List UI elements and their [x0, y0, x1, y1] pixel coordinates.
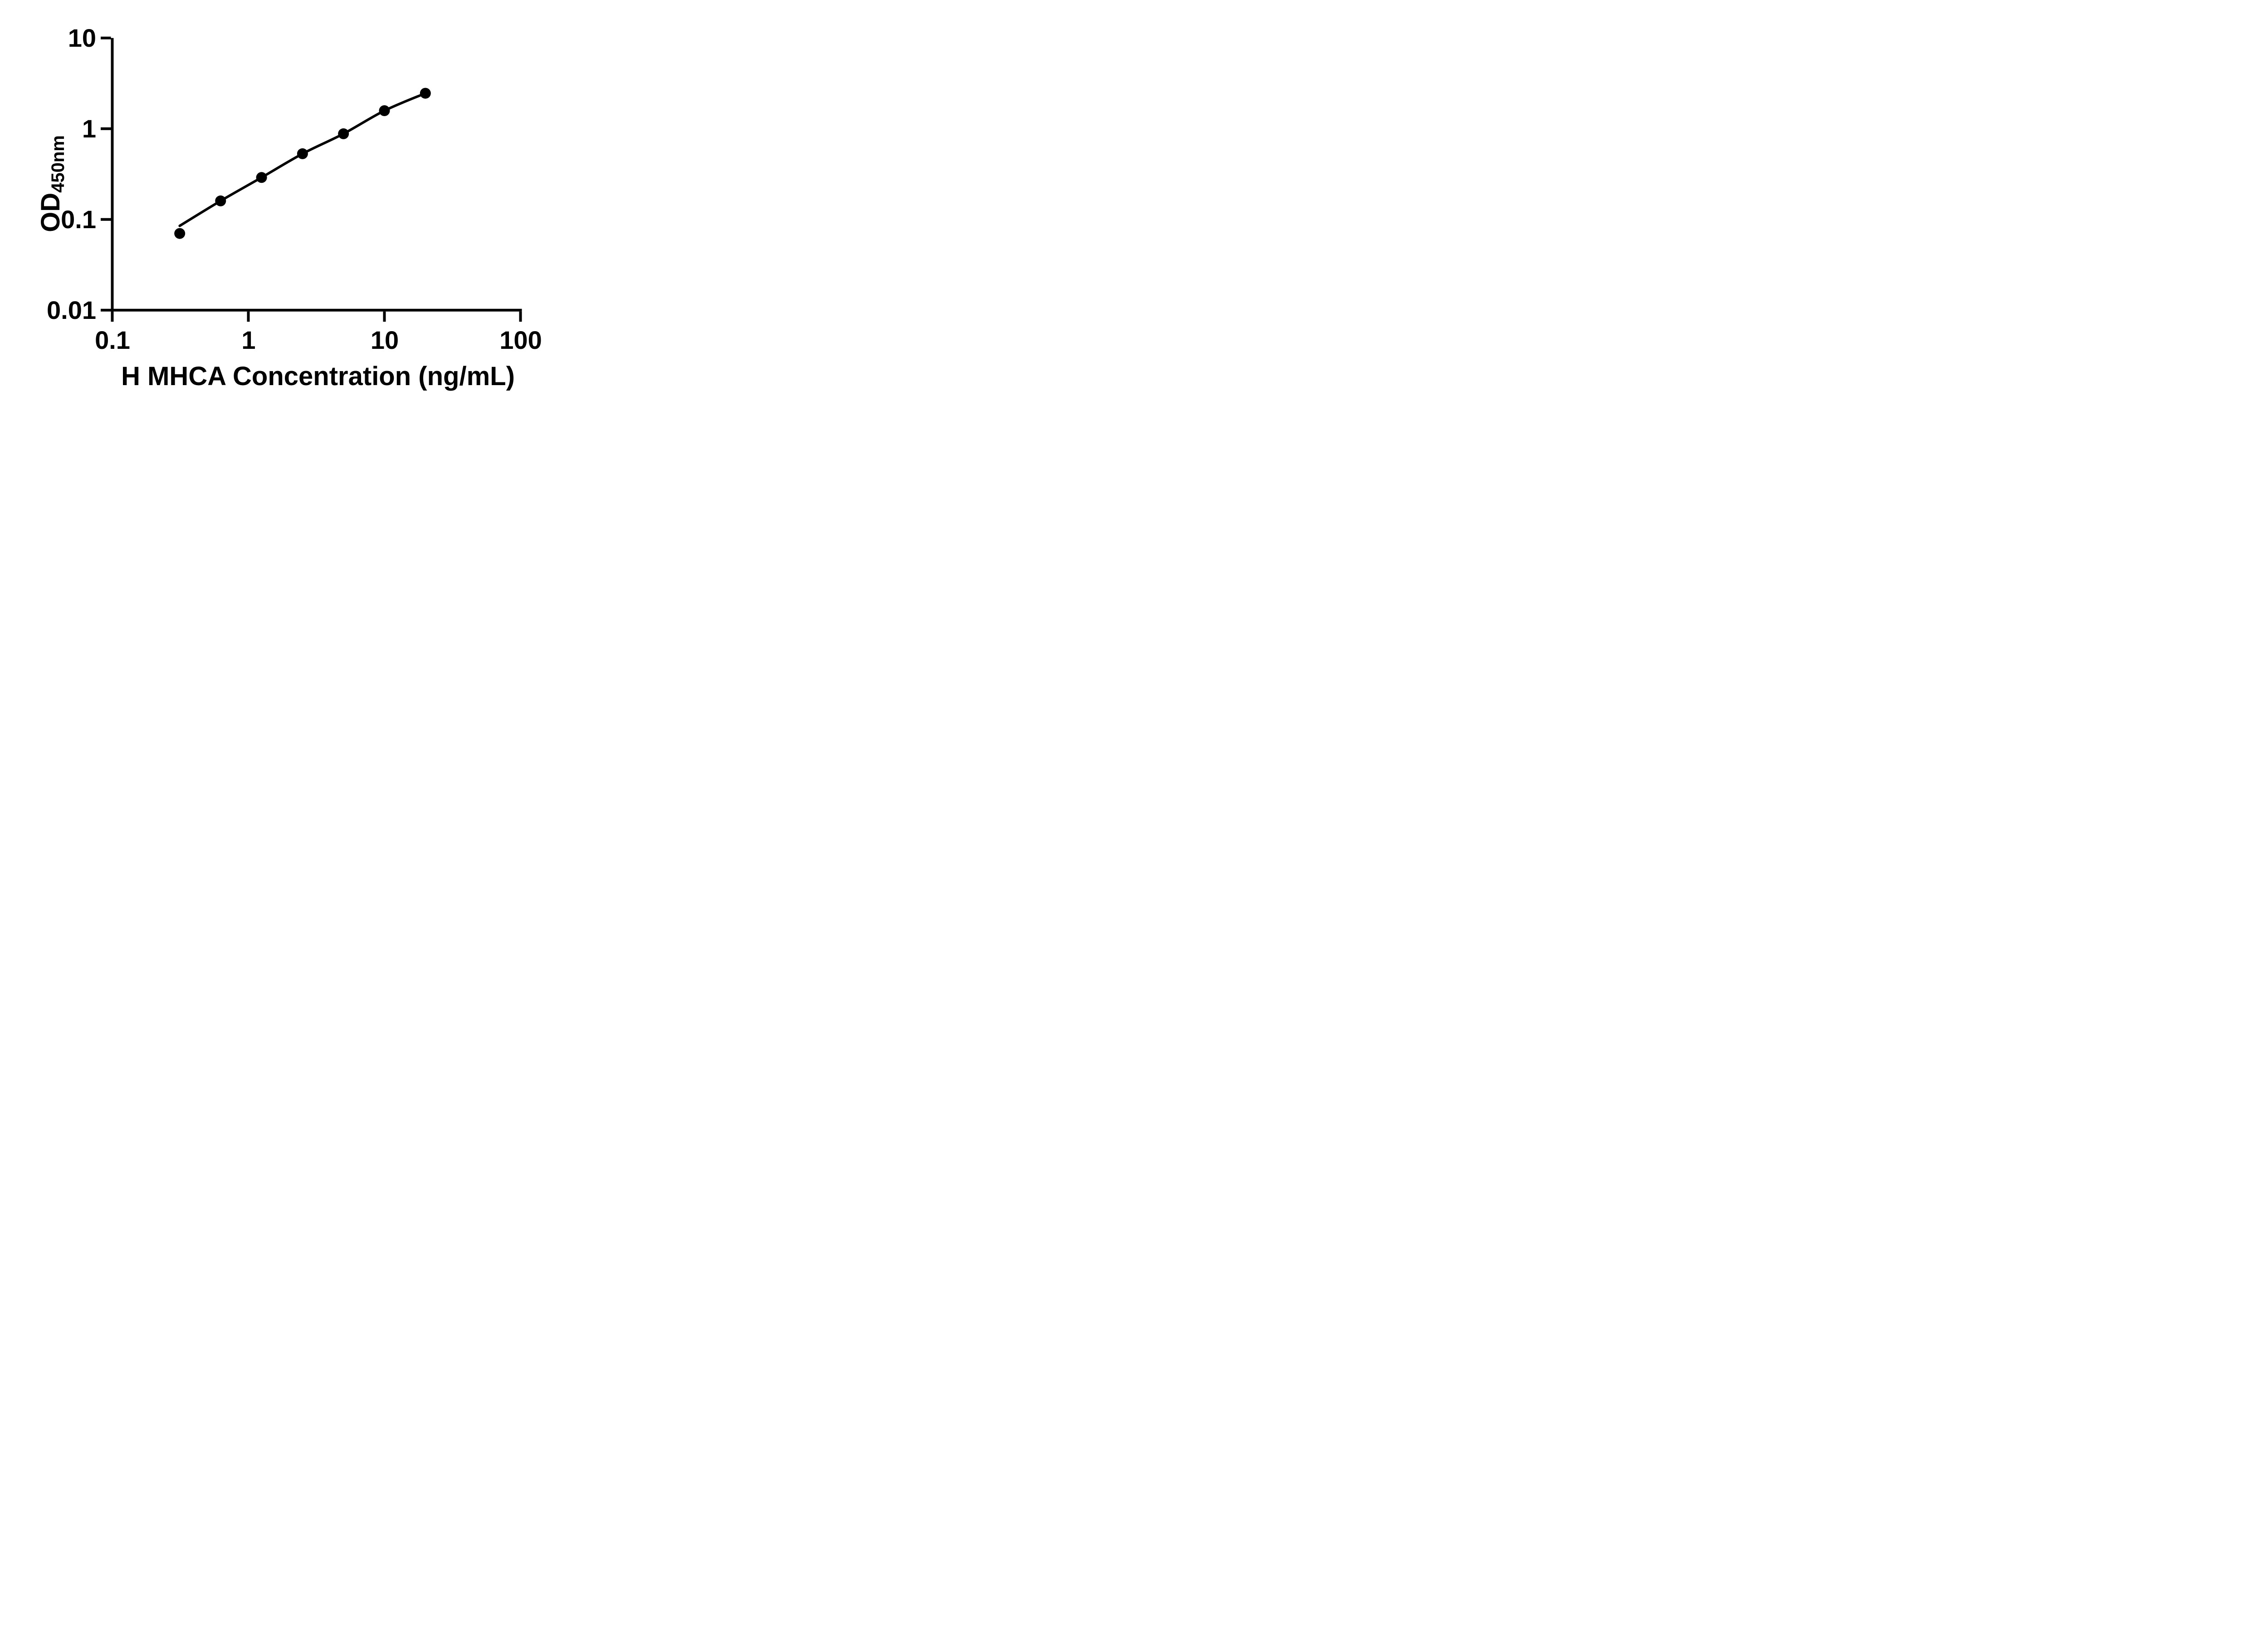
data-point-5: [379, 105, 390, 116]
x-tick-label-1: 1: [241, 326, 256, 354]
y-axis-title-base: OD: [36, 192, 66, 232]
y-tick-label-10: 10: [68, 24, 96, 52]
y-axis-title: OD450nm: [36, 135, 68, 232]
elisa-standard-curve-figure: 10 1 0.1 0.01 0.1 1 10 100 H MHCA Concen…: [0, 0, 583, 408]
data-point-0: [174, 228, 186, 239]
plot-area: [101, 36, 522, 322]
y-tick-label-1: 1: [82, 114, 96, 143]
y-tick-label-0.1: 0.1: [61, 205, 96, 234]
data-point-2: [256, 172, 267, 183]
x-tick-label-10: 10: [370, 326, 399, 354]
x-axis-title: H MHCA Concentration (ng/mL): [121, 362, 515, 391]
y-axis-title-subscript: 450nm: [48, 135, 68, 193]
x-tick-label-100: 100: [499, 326, 542, 354]
data-point-6: [420, 88, 431, 99]
x-tick-label-0.1: 0.1: [95, 326, 130, 354]
y-tick-label-0.01: 0.01: [47, 296, 96, 324]
data-point-3: [297, 148, 308, 159]
data-point-1: [215, 195, 226, 206]
data-point-4: [338, 128, 349, 139]
